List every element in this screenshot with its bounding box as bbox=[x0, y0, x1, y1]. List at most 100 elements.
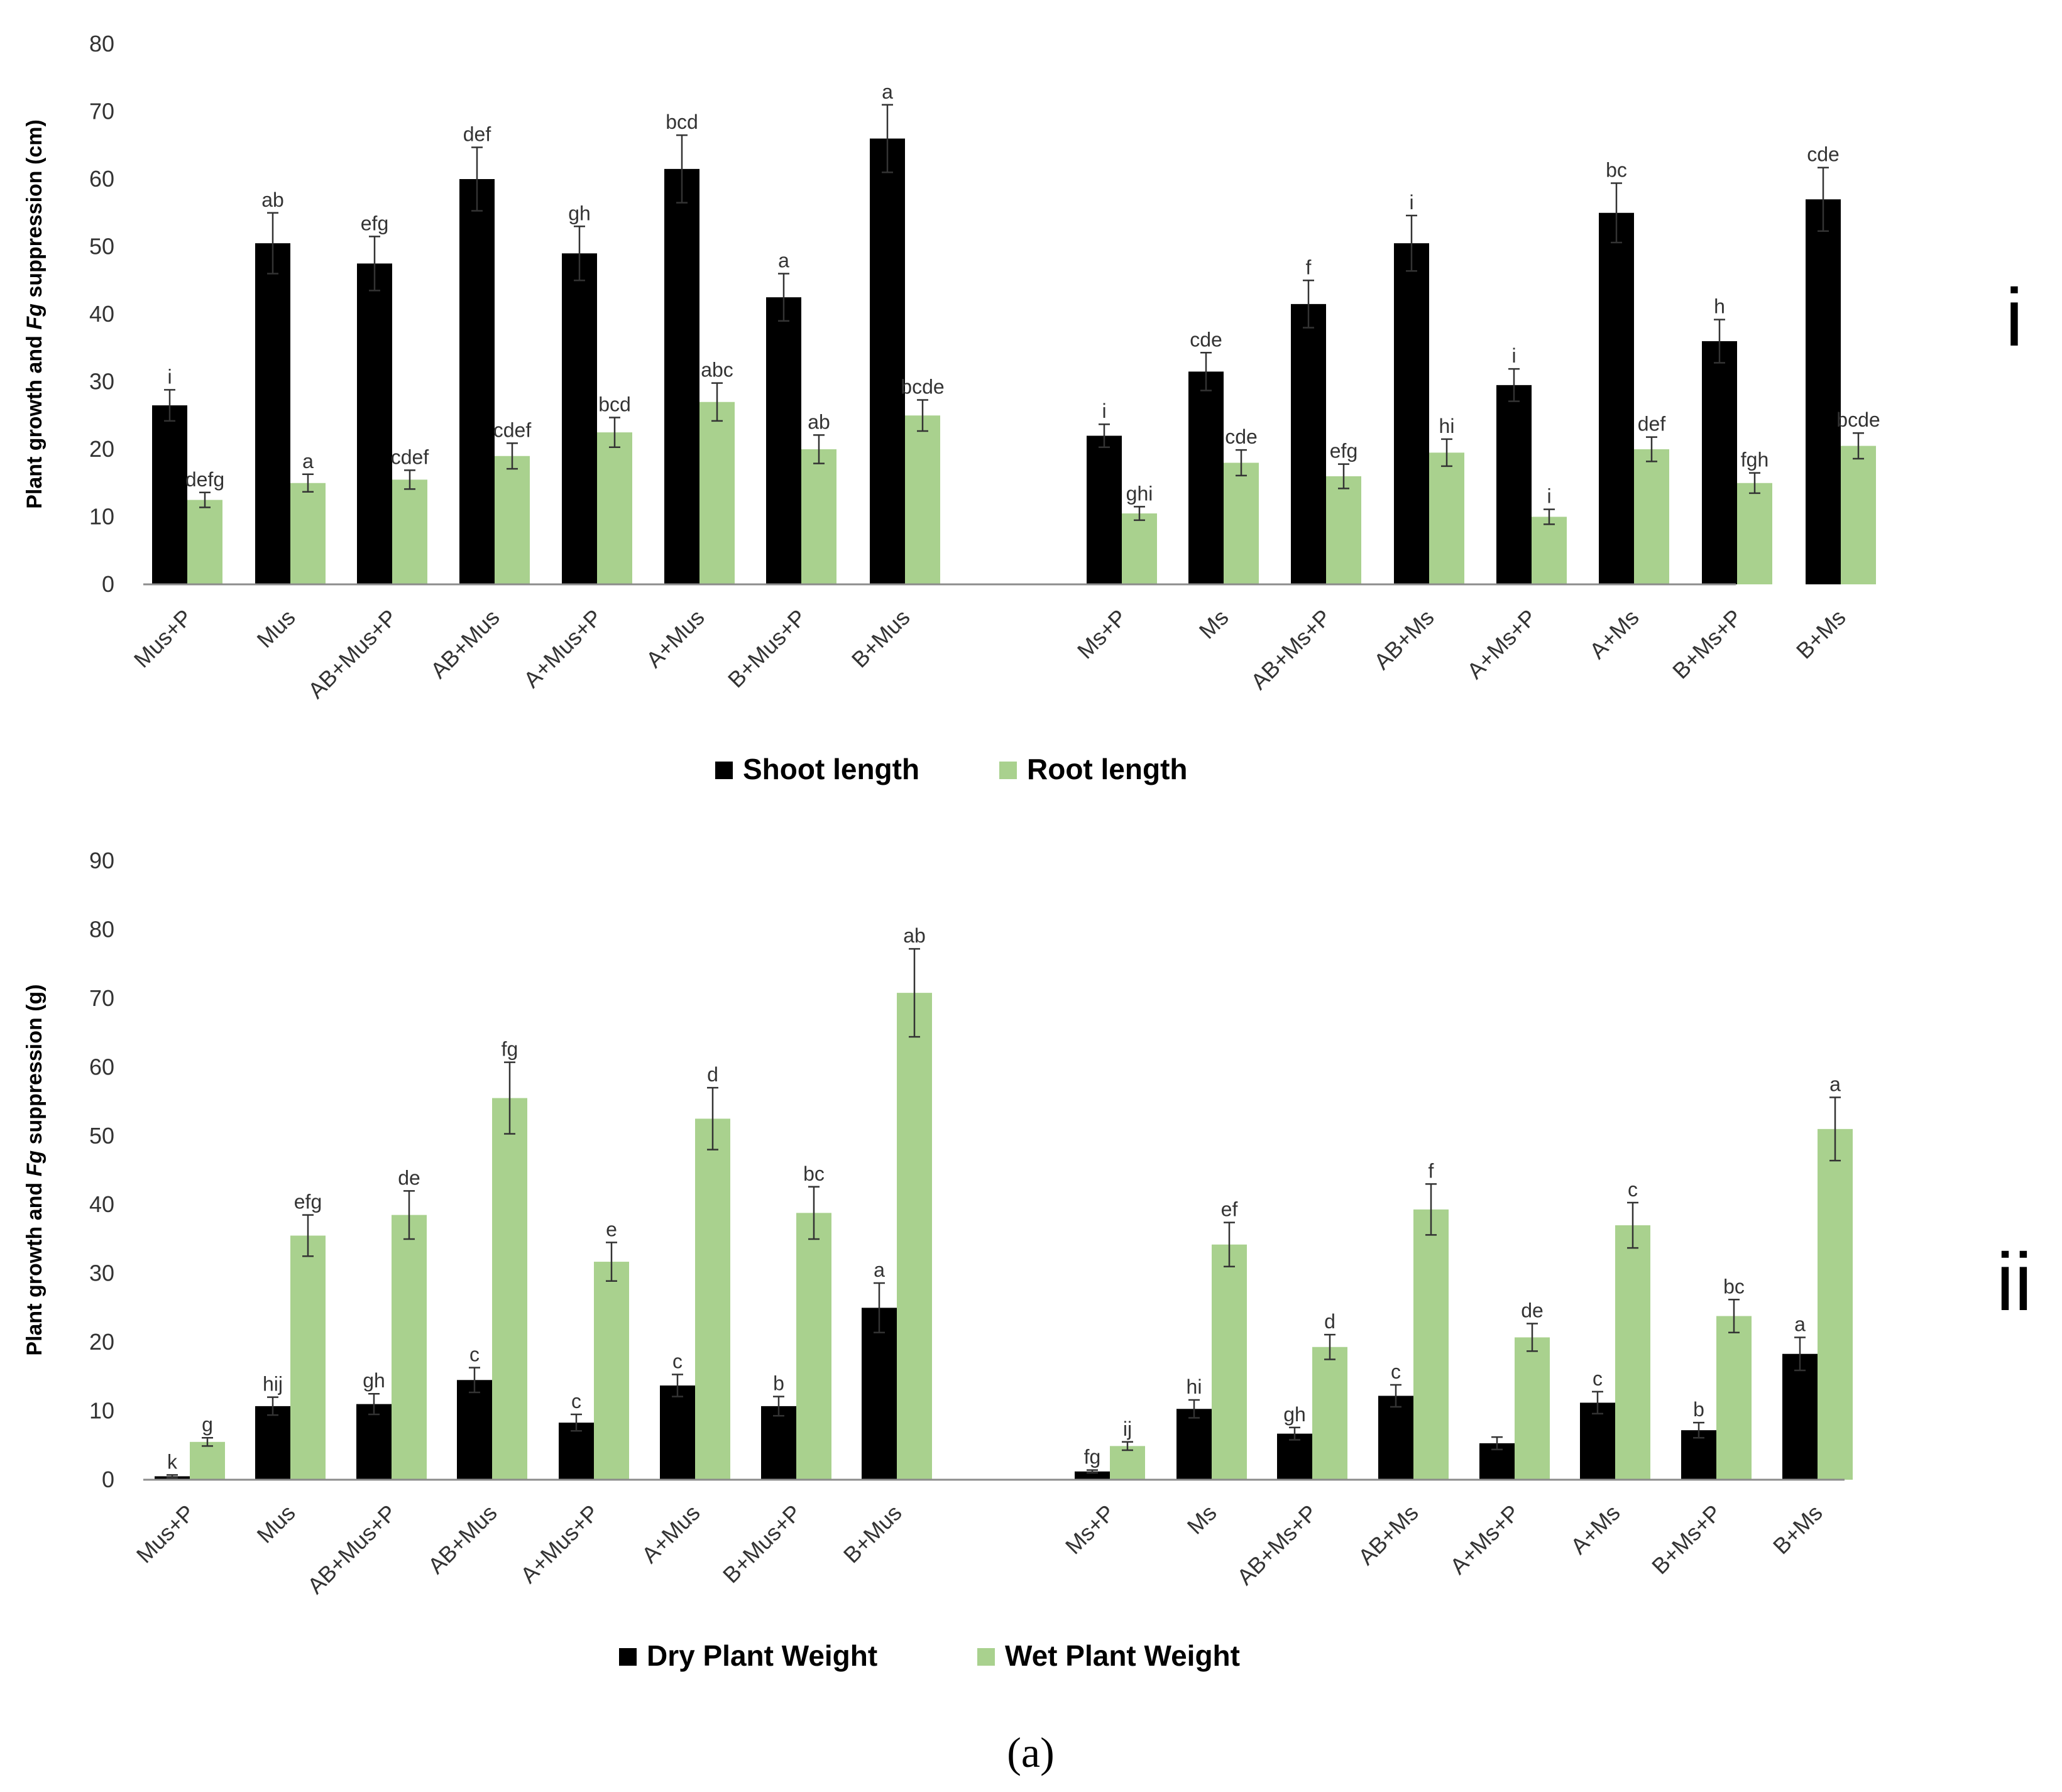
bar bbox=[1291, 303, 1326, 584]
significance-letter: ij bbox=[1123, 1418, 1132, 1440]
y-tick-label: 60 bbox=[89, 166, 114, 192]
significance-letter: a bbox=[1794, 1313, 1806, 1335]
x-tick-label: AB+Ms bbox=[1369, 604, 1439, 675]
panel-label: ii bbox=[1996, 1236, 2032, 1328]
bar bbox=[562, 253, 597, 584]
bar bbox=[761, 1406, 796, 1480]
x-tick-label: B+Mus+P bbox=[718, 1500, 806, 1588]
x-tick-label: A+Ms+P bbox=[1445, 1500, 1525, 1580]
y-tick-label: 50 bbox=[89, 1123, 114, 1149]
bar bbox=[1075, 1471, 1110, 1480]
bar bbox=[1782, 1353, 1818, 1480]
x-tick-label: Mus+P bbox=[129, 604, 197, 673]
significance-letter: hij bbox=[263, 1373, 283, 1396]
significance-letter: i bbox=[1102, 400, 1106, 422]
bar bbox=[1087, 435, 1122, 584]
bar bbox=[1532, 516, 1567, 584]
x-tick-label: A+Ms+P bbox=[1462, 604, 1542, 684]
significance-letter: def bbox=[1638, 413, 1666, 435]
significance-letter: c bbox=[1391, 1360, 1401, 1383]
x-tick-label: A+Mus+P bbox=[515, 1500, 604, 1588]
x-tick-label: B+Mus bbox=[838, 1500, 907, 1568]
bar bbox=[559, 1423, 594, 1480]
y-tick-label: 60 bbox=[89, 1054, 114, 1079]
bar bbox=[594, 1262, 629, 1480]
x-tick-label: B+Ms bbox=[1768, 1500, 1828, 1560]
significance-letter: def bbox=[463, 123, 491, 145]
bar bbox=[1599, 212, 1634, 584]
significance-letter: d bbox=[1324, 1310, 1335, 1333]
x-tick-label: AB+Mus+P bbox=[303, 604, 402, 704]
significance-letter: ab bbox=[808, 410, 830, 433]
x-tick-label: A+Mus bbox=[637, 1500, 705, 1568]
bar bbox=[1122, 513, 1157, 584]
significance-letter: c bbox=[1593, 1367, 1603, 1390]
legend-label: Shoot length bbox=[743, 753, 919, 785]
significance-letter: bcd bbox=[598, 393, 631, 415]
bar bbox=[290, 1235, 326, 1480]
significance-letter: i bbox=[167, 365, 172, 388]
significance-letter: bc bbox=[1723, 1275, 1745, 1298]
bar bbox=[1716, 1316, 1752, 1480]
significance-letter: i bbox=[1511, 344, 1516, 367]
x-tick-label: B+Ms+P bbox=[1667, 604, 1747, 684]
bar bbox=[1737, 483, 1772, 584]
x-tick-label: Mus bbox=[252, 604, 300, 653]
legend-label: Dry Plant Weight bbox=[647, 1639, 877, 1672]
bar bbox=[290, 483, 326, 584]
bar bbox=[255, 243, 290, 584]
bar bbox=[1515, 1337, 1550, 1480]
significance-letter: fgh bbox=[1741, 449, 1769, 471]
x-tick-label: B+Ms+P bbox=[1647, 1500, 1726, 1580]
significance-letter: efg bbox=[1330, 440, 1357, 462]
bar bbox=[660, 1385, 695, 1480]
significance-letter: ef bbox=[1221, 1198, 1238, 1221]
x-tick-label: Ms bbox=[1182, 1500, 1222, 1539]
significance-letter: ab bbox=[261, 188, 284, 211]
bar bbox=[1429, 452, 1464, 584]
x-tick-label: AB+Mus+P bbox=[302, 1500, 402, 1599]
bar bbox=[664, 168, 699, 584]
y-tick-label: 30 bbox=[89, 369, 114, 395]
bar bbox=[190, 1441, 225, 1480]
bar bbox=[1634, 449, 1669, 584]
significance-letter: gh bbox=[363, 1369, 385, 1392]
bar bbox=[392, 479, 427, 584]
bar bbox=[1212, 1244, 1247, 1480]
chart-panel-ii: 0 10 20 30 40 50 60 70 80 90 Plant growth and Fg s… bbox=[23, 848, 2032, 1672]
y-tick-label: 40 bbox=[89, 1191, 114, 1217]
x-tick-label: B+Mus bbox=[847, 604, 915, 673]
significance-letter: cdef bbox=[391, 445, 429, 468]
x-tick-label: AB+Ms bbox=[1353, 1500, 1423, 1570]
bar bbox=[796, 1213, 831, 1480]
bar bbox=[492, 1098, 527, 1480]
y-tick-label: 0 bbox=[102, 1467, 114, 1492]
x-tick-label: B+Ms bbox=[1791, 604, 1851, 664]
significance-letter: ghi bbox=[1126, 482, 1153, 505]
significance-letter: abc bbox=[701, 359, 733, 381]
significance-letter: c bbox=[469, 1343, 480, 1366]
bar bbox=[1615, 1225, 1650, 1480]
significance-letter: gh bbox=[1283, 1403, 1306, 1426]
significance-letter: bc bbox=[1606, 158, 1627, 181]
panel-label: i bbox=[2005, 271, 2024, 363]
y-tick-label: 80 bbox=[89, 31, 114, 57]
bar bbox=[1110, 1446, 1145, 1480]
x-tick-label: Mus+P bbox=[131, 1500, 200, 1568]
y-tick-label: 10 bbox=[89, 504, 114, 530]
bar bbox=[1702, 341, 1737, 584]
bar bbox=[152, 405, 187, 584]
y-tick-label: 50 bbox=[89, 234, 114, 260]
significance-letter: de bbox=[398, 1166, 420, 1189]
bar bbox=[1176, 1409, 1212, 1480]
legend-swatch bbox=[999, 762, 1017, 779]
bar bbox=[1224, 462, 1259, 584]
bar bbox=[1818, 1128, 1853, 1480]
x-tick-label: A+Mus bbox=[641, 604, 710, 673]
x-tick-label: AB+Ms+P bbox=[1232, 1500, 1322, 1590]
bar bbox=[357, 263, 392, 584]
x-tick-label: Mus bbox=[252, 1500, 300, 1548]
significance-letter: h bbox=[1714, 295, 1725, 318]
bar bbox=[356, 1404, 392, 1480]
